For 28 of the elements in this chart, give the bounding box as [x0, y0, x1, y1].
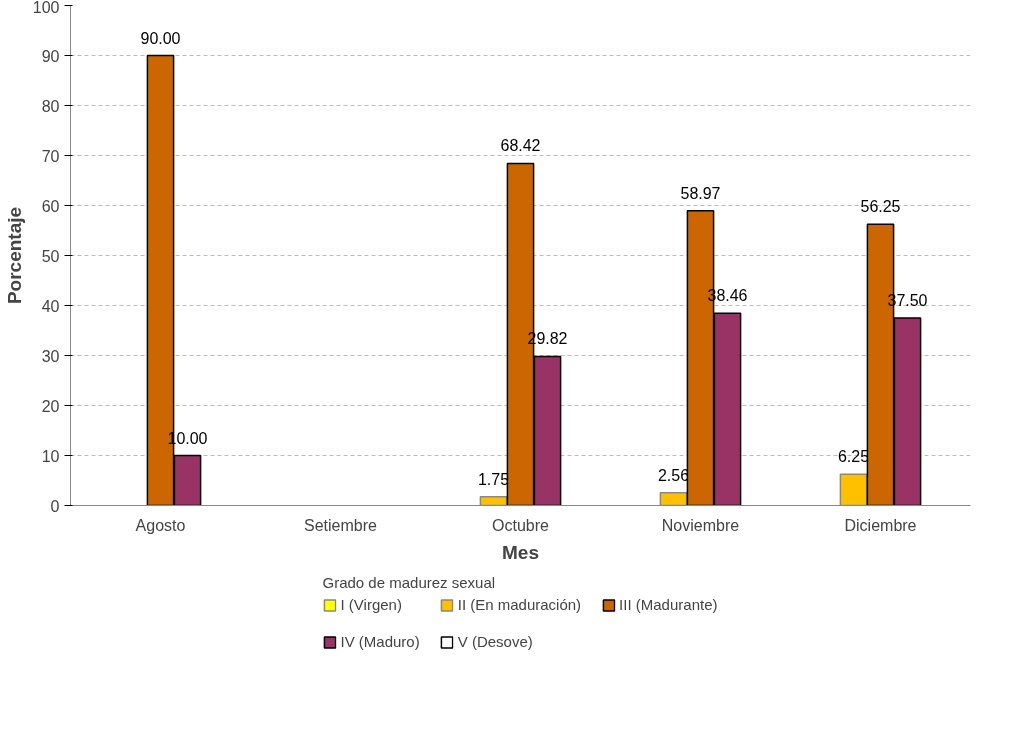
y-tick-label: 10 [41, 447, 60, 465]
x-axis-title: Mes [502, 541, 539, 563]
x-tick-label: Agosto [135, 516, 186, 534]
legend-label: I (Virgen) [340, 596, 402, 613]
x-tick-label: Setiembre [304, 516, 378, 534]
data-label: 58.97 [680, 184, 721, 202]
legend-title: Grado de madurez sexual [322, 574, 497, 591]
x-tick-label: Octubre [492, 516, 550, 534]
data-label: 68.42 [500, 137, 541, 155]
x-tick-label: Noviembre [661, 516, 740, 534]
y-tick-label: 80 [41, 97, 60, 115]
x-tick-label: Diciembre [844, 516, 917, 534]
data-label: 90.00 [140, 29, 181, 47]
legend-label: V (Desove) [457, 633, 533, 650]
y-tick-label: 90 [41, 47, 60, 65]
legend-label: II (En maduración) [457, 596, 582, 613]
y-tick-label: 100 [32, 0, 60, 16]
y-tick-label: 20 [41, 397, 60, 415]
y-tick-label: 70 [41, 147, 60, 165]
y-tick-label: 30 [41, 347, 60, 365]
y-tick-label: 40 [41, 297, 60, 315]
y-tick-label: 50 [41, 247, 60, 265]
y-tick-label: 60 [41, 197, 60, 215]
y-tick-label: 0 [50, 497, 60, 515]
legend-label: III (Madurante) [619, 596, 718, 613]
y-axis-title: Porcentaje [3, 206, 25, 305]
data-label: 56.25 [860, 198, 901, 216]
legend-label: IV (Maduro) [340, 633, 420, 650]
